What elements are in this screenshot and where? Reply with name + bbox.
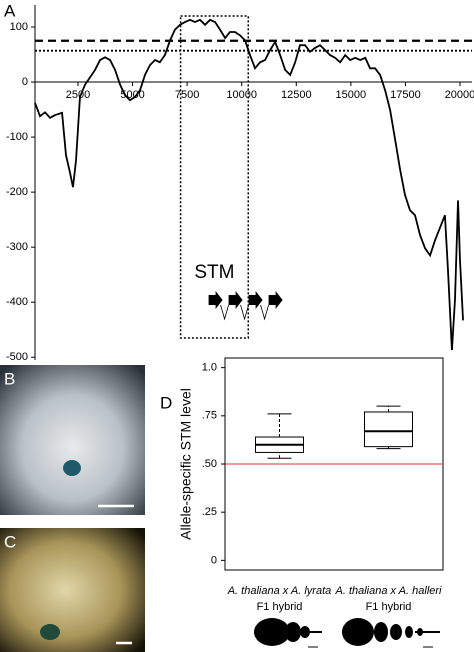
y-tick-label: 100 bbox=[10, 21, 28, 33]
x-tick-sublabel: F1 hybrid bbox=[366, 601, 412, 613]
intron bbox=[240, 304, 249, 321]
gene-model bbox=[208, 290, 283, 321]
panel-letter: C bbox=[4, 532, 16, 551]
y-tick-label: -300 bbox=[6, 241, 28, 253]
y-tick-label: 1.0 bbox=[202, 362, 217, 374]
panel-letter: B bbox=[4, 369, 15, 388]
y-tick-label: -100 bbox=[6, 131, 28, 143]
x-tick-label: 12500 bbox=[281, 89, 312, 101]
panel-letter: D bbox=[160, 393, 172, 412]
x-tick-label: 15000 bbox=[336, 89, 367, 101]
y-tick-label: .75 bbox=[202, 410, 217, 422]
y-tick-label: 0 bbox=[22, 76, 28, 88]
leaf-silhouettes bbox=[254, 618, 440, 648]
stain bbox=[40, 624, 60, 640]
annotation: STM bbox=[194, 262, 234, 283]
box bbox=[364, 411, 413, 448]
panel-letter: A bbox=[4, 1, 16, 20]
y-tick-label: -200 bbox=[6, 186, 28, 198]
y-tick-label: 0 bbox=[211, 554, 217, 566]
exon-arrow bbox=[208, 290, 223, 309]
x-tick-label: A. thaliana x A. halleri bbox=[335, 585, 443, 597]
y-tick-label: -500 bbox=[6, 351, 28, 363]
intron bbox=[260, 304, 269, 321]
x-tick-label: 7500 bbox=[175, 89, 199, 101]
photo-c bbox=[0, 528, 145, 652]
x-tick-label: 17500 bbox=[390, 89, 421, 101]
y-axis-label: Allele-specific STM level bbox=[178, 388, 194, 540]
x-tick-label: 20000 bbox=[445, 89, 474, 101]
exon-arrow bbox=[248, 290, 263, 309]
data-line bbox=[34, 18, 464, 351]
exon-arrow bbox=[228, 290, 243, 309]
stain bbox=[63, 460, 81, 476]
exon-arrow bbox=[268, 290, 283, 309]
highlight-box bbox=[179, 15, 250, 339]
intron bbox=[220, 304, 229, 321]
x-tick-label: 2500 bbox=[66, 89, 90, 101]
photo-b bbox=[0, 365, 145, 515]
y-tick-label: .50 bbox=[202, 458, 217, 470]
x-tick-sublabel: F1 hybrid bbox=[257, 601, 303, 613]
x-tick-label: A. thaliana x A. lyrata bbox=[227, 585, 332, 597]
y-tick-label: .25 bbox=[202, 506, 217, 518]
x-tick-label: 10000 bbox=[226, 89, 257, 101]
y-tick-label: -400 bbox=[6, 296, 28, 308]
